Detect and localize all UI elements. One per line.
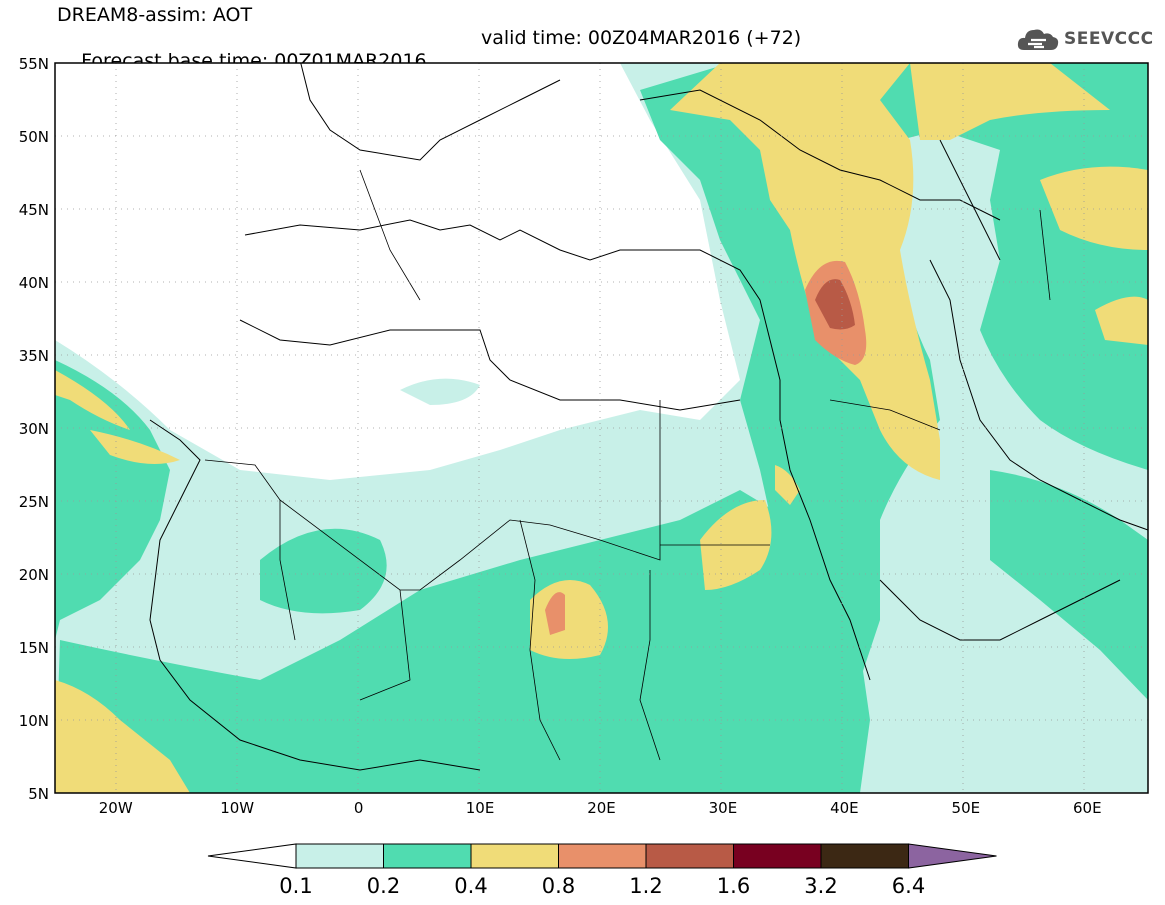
legend-tick-label: 0.2 [367,874,400,898]
lon-label: 20E [587,799,616,817]
legend-color-box [383,843,472,869]
lat-label: 50N [19,128,49,146]
lon-label: 20W [99,799,133,817]
legend-tick-label: 0.4 [454,874,487,898]
legend-color-box [733,843,822,869]
legend-color-box [470,843,559,869]
legend-color-box [295,843,384,869]
lon-label: 50E [952,799,981,817]
lat-label: 40N [19,274,49,292]
legend-tick-label: 3.2 [804,874,837,898]
legend-tick-label: 1.6 [717,874,750,898]
aot-contour-fields [55,63,1148,793]
map-title: DREAM8-assim: AOT [57,4,253,26]
legend-color-box [645,843,734,869]
lat-label: 10N [19,712,49,730]
seevccc-logo: SEEVCCC [1016,24,1154,54]
lat-label: 25N [19,493,49,511]
lat-label: 20N [19,566,49,584]
lat-label: 15N [19,639,49,657]
cloud-icon [1017,29,1059,50]
lon-label: 30E [709,799,738,817]
legend-color-box [558,843,647,869]
longitude-labels: 20W 10W 0 10E 20E 30E 40E 50E 60E [99,799,1102,817]
map-frame [54,62,1149,794]
latitude-labels: 55N 50N 45N 40N 35N 30N 25N 20N 15N 10N 5N [19,55,49,803]
lon-label: 40E [830,799,859,817]
lon-label: 10W [220,799,254,817]
lat-lon-grid [55,63,1148,793]
legend-tick-label: 6.4 [892,874,925,898]
legend-upper-arrow [908,843,997,869]
lat-label: 35N [19,347,49,365]
country-borders [204,169,1051,761]
lat-label: 30N [19,420,49,438]
lon-label: 10E [466,799,495,817]
logo-text: SEEVCCC [1064,29,1154,49]
lon-label: 0 [354,799,364,817]
legend-tick-label: 0.8 [542,874,575,898]
aot-band-0.4-0.8 [55,63,1148,793]
legend-tick-label: 0.1 [279,874,312,898]
lat-label: 55N [19,55,49,73]
aot-band-1.2-1.6 [815,279,855,330]
lat-label: 45N [19,201,49,219]
lon-label: 60E [1073,799,1102,817]
legend-lower-arrow [207,843,297,869]
lat-label: 5N [28,785,49,803]
legend-color-box [820,843,909,869]
color-legend [207,843,997,869]
valid-time: valid time: 00Z04MAR2016 (+72) [481,27,802,49]
coastlines [149,63,1148,771]
legend-tick-label: 1.2 [629,874,662,898]
legend-tick-labels: 0.1 0.2 0.4 0.8 1.2 1.6 3.2 6.4 [279,874,925,898]
